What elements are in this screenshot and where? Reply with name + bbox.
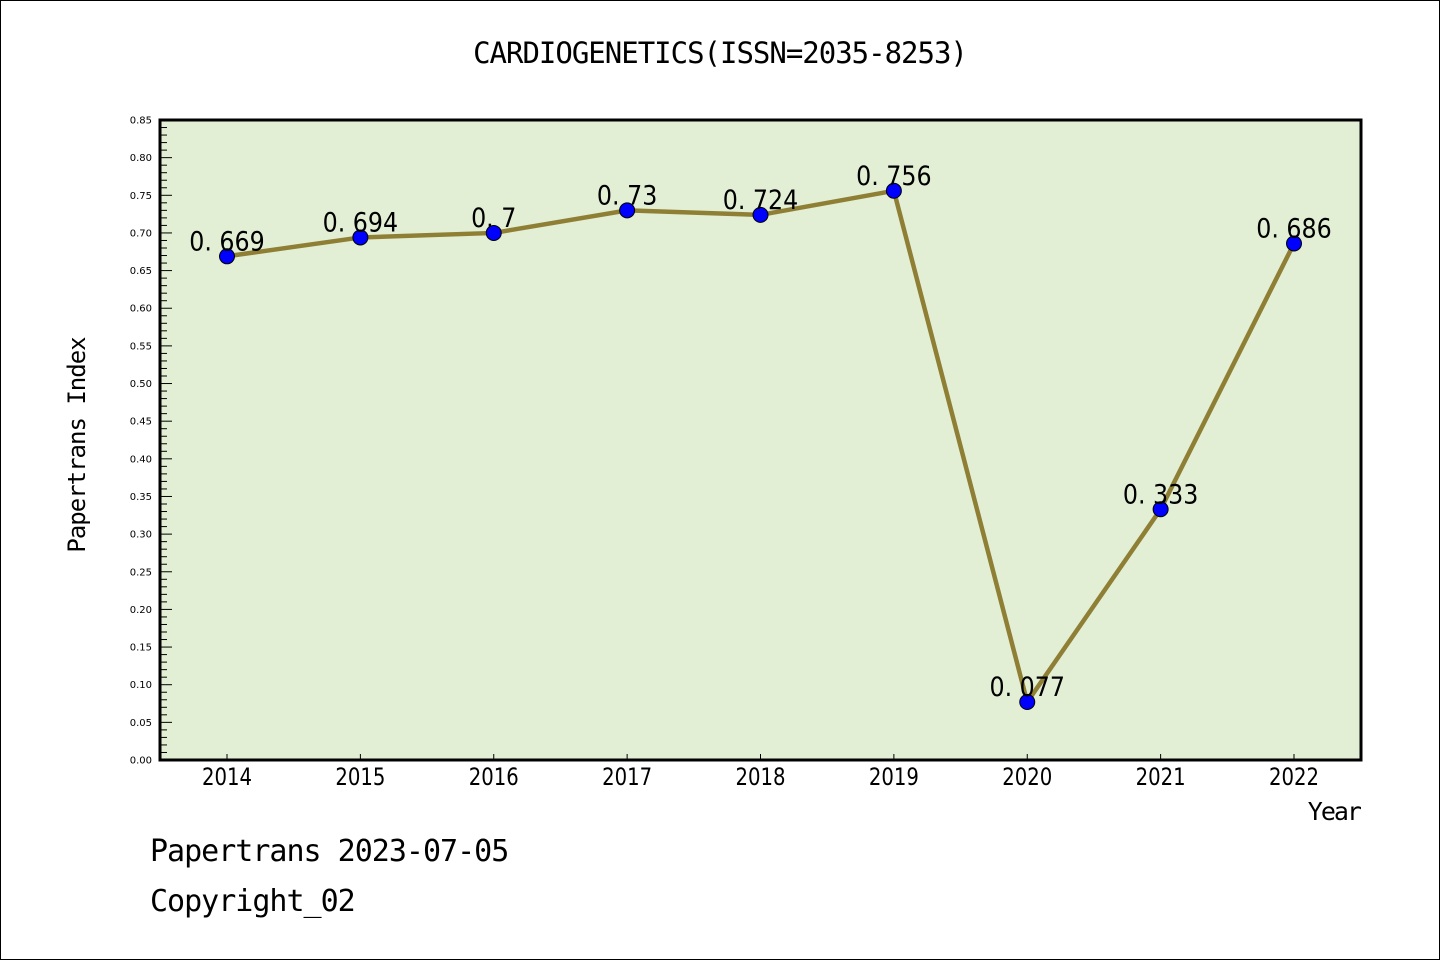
chart-title: CARDIOGENETICS(ISSN=2035-8253) [473, 36, 968, 70]
data-point [1286, 235, 1302, 252]
data-label-group: 0. 669 0. 694 0. 7 0. 73 0. 724 0. 756 0. 077 0… [189, 159, 1332, 702]
data-point [219, 248, 235, 265]
footer-copyright: Copyright_02 [150, 884, 356, 919]
x-tick-label: 2018 [735, 764, 785, 791]
x-tick-label: 2016 [469, 764, 519, 791]
x-tick-label: 2014 [202, 764, 252, 791]
data-point [619, 202, 636, 219]
y-tick-label: 0.10 [130, 680, 152, 691]
footer-source: Papertrans 2023-07-05 [150, 834, 509, 869]
plot-area [160, 120, 1361, 760]
data-label: 0. 756 [856, 159, 932, 191]
data-label: 0. 724 [723, 183, 799, 215]
plot-border [158, 118, 1363, 762]
data-point [1152, 501, 1169, 518]
y-axis: 0.00 0.05 0.10 0.15 0.20 0.25 0.30 0.35 0.40 0.45… [130, 116, 172, 767]
y-tick-label: 0.50 [130, 379, 152, 390]
y-tick-label: 0.75 [130, 191, 152, 202]
x-tick-label: 2019 [869, 764, 919, 791]
data-label: 0. 7 [471, 201, 516, 233]
data-label: 0. 669 [189, 225, 265, 257]
y-tick-label: 0.25 [130, 567, 152, 578]
data-label: 0. 077 [989, 671, 1065, 703]
y-tick-label: 0.20 [130, 605, 152, 616]
x-tick-label: 2015 [335, 764, 385, 791]
data-label: 0. 686 [1256, 212, 1332, 244]
y-tick-label: 0.05 [130, 718, 152, 729]
data-point [752, 206, 769, 223]
y-tick-label: 0.35 [130, 492, 152, 503]
x-tick-label: 2022 [1269, 764, 1319, 791]
data-point [1019, 694, 1036, 711]
data-point [485, 224, 502, 241]
data-point [352, 229, 369, 246]
y-tick-label: 0.65 [130, 266, 152, 277]
data-label: 0. 333 [1123, 478, 1199, 510]
y-tick-label: 0.70 [130, 228, 152, 239]
data-point [885, 182, 902, 199]
y-tick-label: 0.85 [130, 116, 152, 127]
y-tick-label: 0.30 [130, 530, 152, 541]
y-tick-label: 0.55 [130, 341, 152, 352]
x-axis-label: Year [1308, 797, 1362, 826]
y-axis-label: Papertrans Index [63, 337, 91, 553]
y-tick-label: 0.00 [130, 756, 152, 767]
data-label: 0. 73 [597, 179, 657, 211]
x-tick-label: 2021 [1136, 764, 1186, 791]
x-tick-label: 2017 [602, 764, 652, 791]
x-axis: 2014 2015 2016 2017 2018 2019 2020 2021 2022 [202, 754, 1319, 792]
y-tick-label: 0.15 [130, 643, 152, 654]
y-tick-label: 0.60 [130, 304, 152, 315]
data-label: 0. 694 [323, 206, 399, 238]
y-tick-label: 0.40 [130, 454, 152, 465]
x-tick-label: 2020 [1002, 764, 1052, 791]
y-tick-label: 0.80 [130, 153, 152, 164]
marker-group [219, 182, 1302, 711]
y-tick-label: 0.45 [130, 417, 152, 428]
